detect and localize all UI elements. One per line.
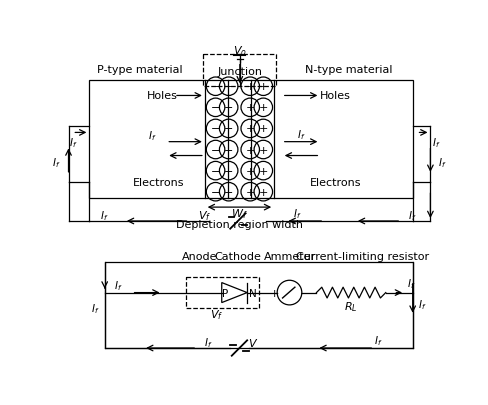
Text: P-type material: P-type material: [96, 65, 182, 75]
Text: $I_f$: $I_f$: [204, 335, 212, 349]
Text: N: N: [248, 288, 256, 298]
Text: $I_f$: $I_f$: [407, 209, 416, 222]
Text: $R_L$: $R_L$: [344, 300, 357, 313]
Text: +: +: [258, 103, 267, 113]
Text: $I_f$: $I_f$: [52, 156, 61, 169]
Text: $I_f$: $I_f$: [296, 128, 305, 141]
Text: $I_f$: $I_f$: [373, 334, 382, 347]
Text: P: P: [221, 288, 227, 298]
Text: Ammeter: Ammeter: [263, 251, 315, 261]
Text: $I_f$: $I_f$: [91, 301, 100, 315]
Text: +: +: [258, 124, 267, 134]
Text: N-type material: N-type material: [305, 65, 392, 75]
Text: −: −: [210, 103, 220, 113]
Text: Cathode: Cathode: [214, 251, 261, 261]
Text: Anode: Anode: [181, 251, 217, 261]
Text: Holes: Holes: [320, 91, 350, 101]
Text: Electrons: Electrons: [309, 178, 361, 188]
Text: Holes: Holes: [147, 91, 178, 101]
Text: +: +: [245, 82, 254, 92]
Text: +: +: [245, 145, 254, 155]
Text: −: −: [210, 124, 220, 134]
Text: $I_f$: $I_f$: [431, 135, 440, 149]
Text: $I_f$: $I_f$: [148, 129, 156, 143]
Text: Depletion region width: Depletion region width: [176, 220, 303, 230]
Text: Current-limiting resistor: Current-limiting resistor: [295, 251, 428, 261]
Text: $I_f$: $I_f$: [437, 156, 446, 169]
Text: Electrons: Electrons: [133, 178, 184, 188]
Text: $I_f$: $I_f$: [113, 278, 122, 292]
Text: −: −: [224, 82, 233, 92]
Text: +: +: [245, 124, 254, 134]
Text: $W_f$: $W_f$: [231, 207, 247, 221]
Text: Junction: Junction: [217, 67, 262, 77]
Text: +: +: [245, 103, 254, 113]
Text: $V_f$: $V_f$: [209, 307, 223, 321]
Text: +: +: [258, 82, 267, 92]
Text: −: −: [224, 187, 233, 197]
Text: −: −: [224, 145, 233, 155]
Text: −: −: [224, 124, 233, 134]
Text: −: −: [210, 166, 220, 176]
Text: +: +: [258, 145, 267, 155]
Text: −: −: [210, 82, 220, 92]
Text: $V_o$: $V_o$: [232, 44, 246, 58]
Text: +: +: [245, 187, 254, 197]
Text: +: +: [258, 187, 267, 197]
Text: +: +: [269, 288, 278, 298]
Text: $V$: $V$: [248, 336, 258, 348]
Text: −: −: [210, 145, 220, 155]
Text: +: +: [258, 166, 267, 176]
Text: −: −: [224, 103, 233, 113]
Text: $I_f$: $I_f$: [407, 277, 415, 290]
Text: +: +: [245, 166, 254, 176]
Text: $I_f$: $I_f$: [100, 209, 109, 222]
Text: $V_f$: $V_f$: [198, 209, 211, 222]
Text: $I_f$: $I_f$: [292, 207, 301, 221]
Text: −: −: [224, 166, 233, 176]
Text: −: −: [300, 288, 309, 298]
Text: −: −: [210, 187, 220, 197]
Text: $I_f$: $I_f$: [68, 135, 77, 149]
Text: $I_f$: $I_f$: [417, 298, 426, 311]
